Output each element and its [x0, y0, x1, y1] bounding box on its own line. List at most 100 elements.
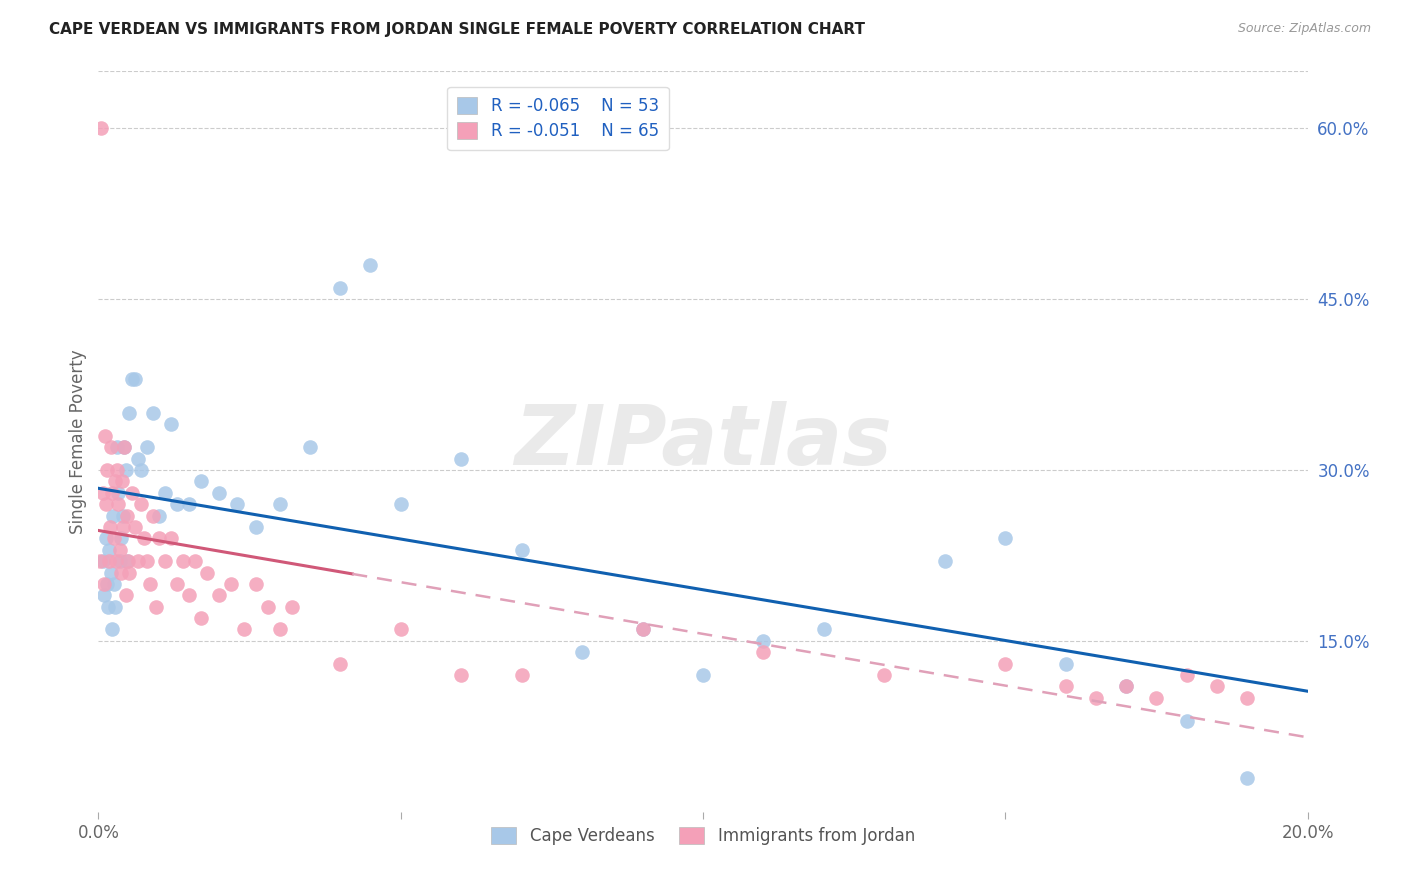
Point: [172, 554, 194, 568]
Point: [360, 258, 382, 272]
Point: [93, 577, 115, 591]
Point: [226, 497, 249, 511]
Point: [96, 577, 118, 591]
Point: [107, 497, 129, 511]
Point: [1085, 690, 1108, 705]
Point: [329, 281, 352, 295]
Point: [97, 599, 120, 614]
Point: [752, 645, 775, 659]
Text: Source: ZipAtlas.com: Source: ZipAtlas.com: [1237, 22, 1371, 36]
Point: [994, 532, 1017, 546]
Point: [166, 577, 188, 591]
Point: [934, 554, 956, 568]
Point: [994, 657, 1017, 671]
Point: [145, 599, 167, 614]
Point: [299, 440, 322, 454]
Point: [91, 485, 114, 500]
Point: [101, 485, 124, 500]
Point: [1054, 680, 1077, 694]
Point: [112, 520, 135, 534]
Point: [104, 599, 127, 614]
Point: [103, 532, 125, 546]
Point: [135, 554, 157, 568]
Point: [139, 577, 162, 591]
Point: [114, 463, 136, 477]
Point: [179, 497, 201, 511]
Point: [117, 554, 139, 568]
Point: [114, 588, 136, 602]
Point: [389, 623, 412, 637]
Point: [148, 532, 170, 546]
Point: [117, 554, 139, 568]
Point: [269, 497, 291, 511]
Point: [160, 417, 183, 432]
Point: [135, 440, 157, 454]
Point: [91, 554, 114, 568]
Point: [127, 451, 149, 466]
Legend: Cape Verdeans, Immigrants from Jordan: Cape Verdeans, Immigrants from Jordan: [485, 820, 921, 852]
Point: [153, 485, 176, 500]
Point: [450, 668, 472, 682]
Point: [1115, 680, 1137, 694]
Point: [1236, 690, 1258, 705]
Point: [160, 532, 183, 546]
Point: [208, 485, 231, 500]
Point: [1236, 771, 1258, 785]
Point: [104, 475, 127, 489]
Point: [631, 623, 654, 637]
Point: [124, 372, 146, 386]
Point: [190, 475, 212, 489]
Point: [631, 623, 654, 637]
Point: [98, 520, 121, 534]
Point: [96, 463, 118, 477]
Point: [100, 440, 122, 454]
Point: [96, 497, 118, 511]
Point: [103, 577, 125, 591]
Point: [208, 588, 231, 602]
Point: [245, 577, 267, 591]
Point: [132, 532, 155, 546]
Point: [166, 497, 188, 511]
Point: [195, 566, 218, 580]
Point: [105, 463, 128, 477]
Point: [121, 372, 143, 386]
Point: [190, 611, 212, 625]
Point: [94, 429, 117, 443]
Point: [450, 451, 472, 466]
Point: [90, 121, 112, 136]
Point: [121, 485, 143, 500]
Point: [1175, 714, 1198, 728]
Point: [108, 554, 131, 568]
Point: [148, 508, 170, 523]
Point: [108, 542, 131, 557]
Point: [104, 554, 127, 568]
Point: [1054, 657, 1077, 671]
Point: [813, 623, 835, 637]
Point: [752, 633, 775, 648]
Point: [1144, 690, 1167, 705]
Point: [107, 485, 129, 500]
Point: [100, 623, 122, 637]
Point: [256, 599, 278, 614]
Point: [124, 520, 146, 534]
Point: [98, 542, 121, 557]
Point: [269, 623, 291, 637]
Point: [115, 508, 138, 523]
Point: [118, 566, 141, 580]
Point: [118, 406, 141, 420]
Point: [1115, 680, 1137, 694]
Point: [510, 542, 533, 557]
Point: [97, 554, 120, 568]
Point: [110, 532, 132, 546]
Point: [105, 440, 128, 454]
Point: [692, 668, 714, 682]
Point: [179, 588, 201, 602]
Point: [111, 475, 134, 489]
Point: [510, 668, 533, 682]
Point: [1206, 680, 1229, 694]
Point: [101, 508, 124, 523]
Point: [184, 554, 207, 568]
Point: [129, 497, 152, 511]
Point: [112, 440, 135, 454]
Y-axis label: Single Female Poverty: Single Female Poverty: [69, 350, 87, 533]
